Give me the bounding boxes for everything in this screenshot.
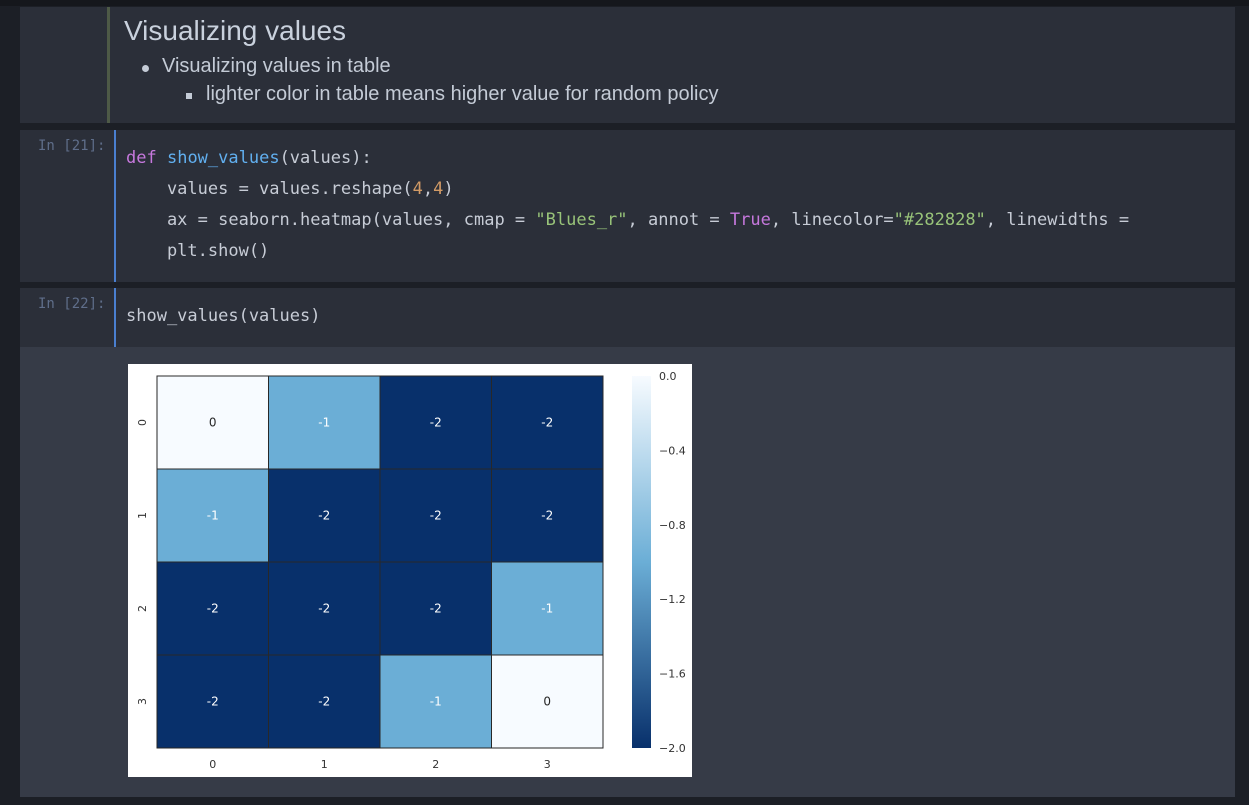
bottom-strip xyxy=(0,797,1249,805)
cell-annotation: 0 xyxy=(209,416,217,430)
string-literal: "#282828" xyxy=(893,210,986,230)
heatmap-cell-r3-c1 xyxy=(268,654,381,749)
code-line-1[interactable]: def show_values(values): xyxy=(126,148,372,168)
x-tick-label: 1 xyxy=(321,758,328,771)
cell-edit-bar xyxy=(114,288,116,347)
cell-annotation: -2 xyxy=(430,602,442,616)
input-prompt: In [22]: xyxy=(38,296,106,312)
heatmap-cell-r1-c0 xyxy=(156,468,269,563)
heatmap-cell-r0-c0 xyxy=(156,375,269,470)
markdown-bullet: Visualizing values in table xyxy=(142,55,391,77)
cell-annotation: -2 xyxy=(318,695,330,709)
input-prompt: In [21]: xyxy=(38,138,106,154)
code-cell-21[interactable]: In [21]: def show_values(values): values… xyxy=(20,130,1235,282)
colorbar xyxy=(632,376,651,748)
colorbar-tick-label: 0.0 xyxy=(659,370,677,383)
heatmap-cell-r1-c3 xyxy=(491,468,604,563)
y-tick-label: 3 xyxy=(136,698,149,705)
code-line-1[interactable]: show_values(values) xyxy=(126,306,321,326)
cell-annotation: -2 xyxy=(207,695,219,709)
colorbar-tick-label: −2.0 xyxy=(659,742,686,755)
heatmap-cell-r3-c3 xyxy=(491,654,604,749)
code-text: , linewidths = xyxy=(985,210,1130,230)
cell-selection-bar xyxy=(107,7,110,123)
cell-annotation: -2 xyxy=(318,509,330,523)
markdown-heading: Visualizing values xyxy=(124,15,347,46)
heatmap-figure: 0 -1 -2 -2 -1 -2 -2 -2 -2 -2 -2 -1 -2 -2 -1 0 0 1 2 3 0 1 2 3 0.… xyxy=(128,364,692,777)
colorbar-tick-label: −1.6 xyxy=(659,668,686,681)
cell-annotation: -2 xyxy=(207,602,219,616)
cell-annotation: -2 xyxy=(430,416,442,430)
code-text: values = values.reshape( xyxy=(126,179,413,199)
code-line-4[interactable]: plt.show() xyxy=(126,241,270,261)
colorbar-tick-label: −0.4 xyxy=(659,444,686,457)
code-text: , xyxy=(422,179,434,199)
heatmap-cell-r2-c3 xyxy=(491,561,604,656)
colorbar-tick-label: −1.2 xyxy=(659,593,686,606)
x-tick-label: 0 xyxy=(209,758,216,771)
function-name: show_values xyxy=(166,148,280,168)
y-tick-label: 2 xyxy=(136,605,149,612)
keyword-def: def xyxy=(126,148,157,168)
cell-annotation: -1 xyxy=(541,602,553,616)
code-text: , linecolor= xyxy=(770,210,894,230)
code-cell-22[interactable]: In [22]: show_values(values) xyxy=(20,288,1235,347)
cell-annotation: -1 xyxy=(318,416,330,430)
heatmap-cell-r0-c2 xyxy=(379,375,492,470)
y-tick-label: 0 xyxy=(136,419,149,426)
cell-annotation: -2 xyxy=(430,509,442,523)
cell-annotation: -1 xyxy=(207,509,219,523)
cell-output-area: 0 -1 -2 -2 -1 -2 -2 -2 -2 -2 -2 -1 -2 -2 -1 0 0 1 2 3 0 1 2 3 0.… xyxy=(20,347,1235,797)
heatmap-cell-r2-c1 xyxy=(268,561,381,656)
boolean-literal: True xyxy=(729,210,771,230)
heatmap-cell-r3-c0 xyxy=(156,654,269,749)
cell-annotation: -2 xyxy=(541,509,553,523)
cell-annotation: -2 xyxy=(541,416,553,430)
heatmap-chart: 0 -1 -2 -2 -1 -2 -2 -2 -2 -2 -2 -1 -2 -2 -1 0 0 1 2 3 0 1 2 3 0.… xyxy=(136,370,686,771)
top-bar xyxy=(0,0,1249,6)
markdown-cell[interactable]: Visualizing values Visualizing values in… xyxy=(20,7,1235,123)
cell-edit-bar xyxy=(114,130,116,282)
heatmap-cell-r0-c3 xyxy=(491,375,604,470)
left-gutter xyxy=(0,6,20,805)
code-text: ) xyxy=(443,179,454,199)
cell-annotation: -2 xyxy=(318,602,330,616)
y-tick-label: 1 xyxy=(136,512,149,519)
cell-annotation: 0 xyxy=(543,695,551,709)
cell-annotation: -1 xyxy=(430,695,442,709)
code-text: (values): xyxy=(279,148,372,168)
code-line-3[interactable]: ax = seaborn.heatmap(values, cmap = "Blu… xyxy=(126,210,1129,230)
x-tick-label: 3 xyxy=(544,758,551,771)
code-text: ax = seaborn.heatmap(values, cmap = xyxy=(126,210,536,230)
number-literal: 4 xyxy=(433,179,444,199)
code-text: , annot = xyxy=(627,210,730,230)
number-literal: 4 xyxy=(412,179,423,199)
markdown-sub-bullet: lighter color in table means higher valu… xyxy=(186,83,719,105)
string-literal: "Blues_r" xyxy=(535,210,628,230)
colorbar-tick-label: −0.8 xyxy=(659,519,686,532)
heatmap-cell-r1-c1 xyxy=(268,468,381,563)
code-line-2[interactable]: values = values.reshape(4,4) xyxy=(126,179,454,199)
heatmap-cell-r3-c2 xyxy=(379,654,492,749)
x-tick-label: 2 xyxy=(432,758,439,771)
heatmap-cell-r0-c1 xyxy=(268,375,381,470)
